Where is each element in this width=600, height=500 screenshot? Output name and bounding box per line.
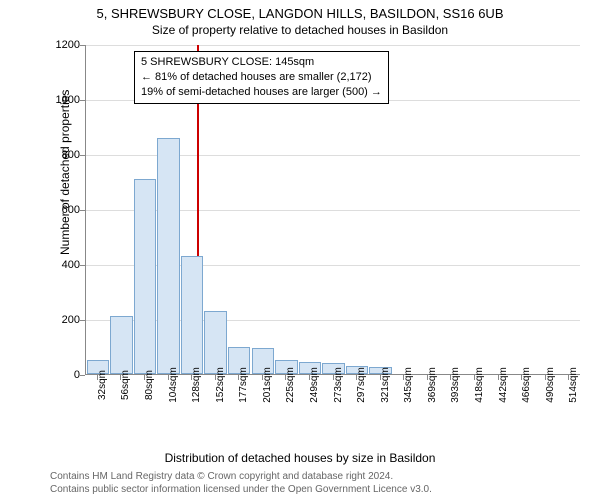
x-tick-label: 56sqm [120, 370, 131, 400]
x-tick-label: 321sqm [380, 367, 391, 403]
footer-line-2: Contains public sector information licen… [50, 484, 432, 497]
y-tick-label: 400 [50, 259, 80, 271]
footer-attribution: Contains HM Land Registry data © Crown c… [50, 471, 432, 496]
x-tick-label: 273sqm [333, 367, 344, 403]
annotation-line: 5 SHREWSBURY CLOSE: 145sqm [141, 55, 382, 70]
x-tick-label: 201sqm [262, 367, 273, 403]
gridline [86, 45, 580, 46]
x-tick-label: 514sqm [568, 367, 579, 403]
y-tick-label: 600 [50, 204, 80, 216]
annotation-line: ← 81% of detached houses are smaller (2,… [141, 70, 382, 85]
histogram-bar [110, 316, 132, 374]
x-tick-label: 80sqm [144, 370, 155, 400]
plot-area: 5 SHREWSBURY CLOSE: 145sqm← 81% of detac… [85, 45, 580, 375]
x-tick-label: 128sqm [191, 367, 202, 403]
x-tick-label: 225sqm [285, 367, 296, 403]
histogram-bar [181, 256, 203, 374]
y-tick-label: 1000 [50, 94, 80, 106]
annotation-box: 5 SHREWSBURY CLOSE: 145sqm← 81% of detac… [134, 51, 389, 104]
x-tick-label: 249sqm [309, 367, 320, 403]
x-tick-label: 177sqm [238, 367, 249, 403]
page-title: 5, SHREWSBURY CLOSE, LANGDON HILLS, BASI… [0, 0, 600, 21]
x-axis-label: Distribution of detached houses by size … [0, 451, 600, 465]
y-tick-label: 0 [50, 369, 80, 381]
y-axis-label: Number of detached properties [58, 90, 72, 255]
histogram-bar [157, 138, 179, 375]
histogram-bar [134, 179, 156, 374]
footer-line-1: Contains HM Land Registry data © Crown c… [50, 471, 432, 484]
y-tick-label: 200 [50, 314, 80, 326]
x-tick-label: 32sqm [97, 370, 108, 400]
chart-area: Number of detached properties 0 200 400 600… [50, 45, 580, 415]
annotation-line: 19% of semi-detached houses are larger (… [141, 85, 382, 100]
x-tick-label: 442sqm [498, 367, 509, 403]
x-tick-label: 152sqm [215, 367, 226, 403]
histogram-bar [204, 311, 226, 374]
y-tick-mark [80, 375, 85, 376]
x-tick-label: 369sqm [427, 367, 438, 403]
x-tick-label: 393sqm [450, 367, 461, 403]
x-tick-label: 490sqm [545, 367, 556, 403]
x-tick-label: 466sqm [521, 367, 532, 403]
x-tick-label: 418sqm [474, 367, 485, 403]
x-tick-label: 345sqm [403, 367, 414, 403]
y-tick-label: 1200 [50, 39, 80, 51]
y-tick-label: 800 [50, 149, 80, 161]
page-subtitle: Size of property relative to detached ho… [0, 21, 600, 37]
x-tick-label: 297sqm [356, 367, 367, 403]
x-tick-label: 104sqm [168, 367, 179, 403]
